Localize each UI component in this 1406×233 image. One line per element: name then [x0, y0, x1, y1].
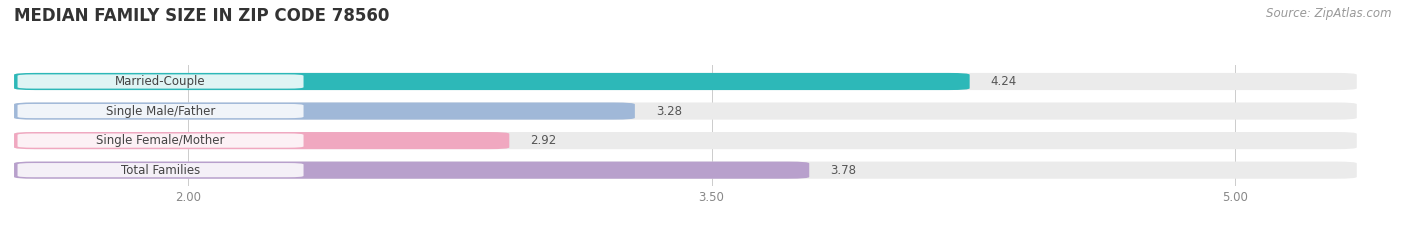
FancyBboxPatch shape — [17, 134, 304, 148]
FancyBboxPatch shape — [14, 132, 1357, 149]
Text: Total Families: Total Families — [121, 164, 200, 177]
Text: MEDIAN FAMILY SIZE IN ZIP CODE 78560: MEDIAN FAMILY SIZE IN ZIP CODE 78560 — [14, 7, 389, 25]
FancyBboxPatch shape — [14, 73, 1357, 90]
FancyBboxPatch shape — [14, 103, 636, 120]
Text: 3.78: 3.78 — [830, 164, 856, 177]
FancyBboxPatch shape — [17, 74, 304, 89]
Text: 3.28: 3.28 — [655, 105, 682, 117]
Text: Single Male/Father: Single Male/Father — [105, 105, 215, 117]
FancyBboxPatch shape — [17, 104, 304, 118]
FancyBboxPatch shape — [14, 161, 810, 179]
FancyBboxPatch shape — [14, 73, 970, 90]
FancyBboxPatch shape — [14, 132, 509, 149]
Text: Married-Couple: Married-Couple — [115, 75, 205, 88]
FancyBboxPatch shape — [14, 103, 1357, 120]
Text: 4.24: 4.24 — [991, 75, 1017, 88]
FancyBboxPatch shape — [14, 161, 1357, 179]
Text: 2.92: 2.92 — [530, 134, 557, 147]
Text: Single Female/Mother: Single Female/Mother — [96, 134, 225, 147]
Text: Source: ZipAtlas.com: Source: ZipAtlas.com — [1267, 7, 1392, 20]
FancyBboxPatch shape — [17, 163, 304, 177]
